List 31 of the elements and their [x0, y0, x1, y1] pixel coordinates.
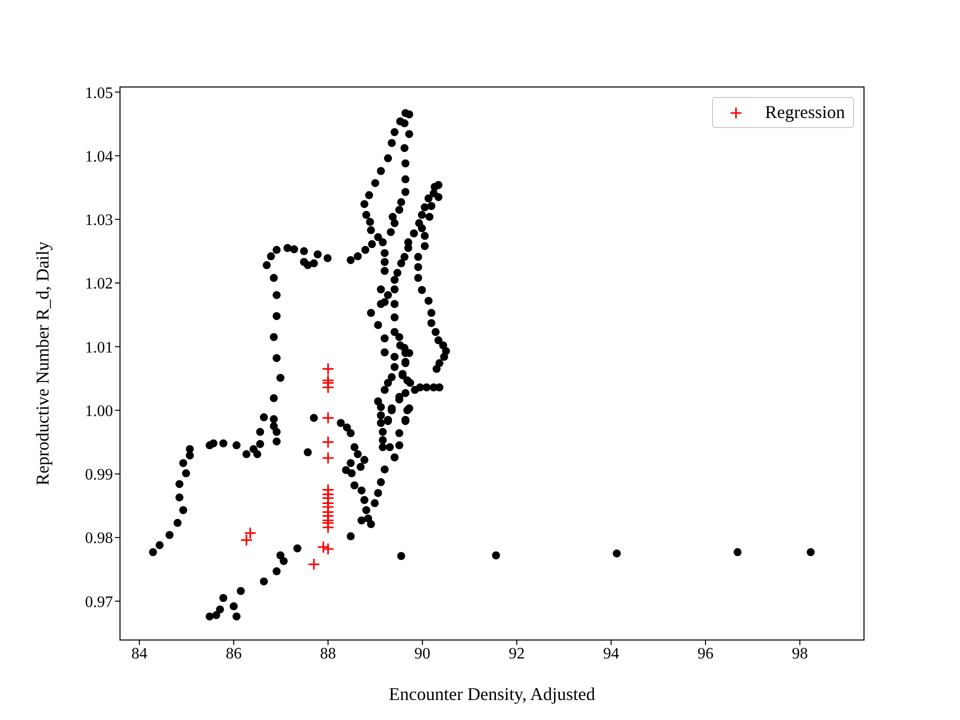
- point: [322, 381, 334, 394]
- y-tick-label: 1.03: [85, 212, 113, 230]
- point: [322, 521, 334, 534]
- y-tick-label: 0.97: [85, 594, 113, 611]
- x-tick-label: 90: [414, 645, 430, 662]
- point: [322, 542, 334, 556]
- y-tick-label: 1.02: [85, 276, 113, 293]
- point: [308, 558, 320, 571]
- x-tick-label: 94: [603, 645, 620, 662]
- x-tick-label: 92: [508, 645, 525, 662]
- legend-label: Regression: [765, 102, 845, 123]
- point: [240, 534, 253, 546]
- point: [317, 540, 330, 554]
- y-tick-label: 1.05: [85, 84, 113, 102]
- point: [322, 362, 334, 376]
- x-tick-label: 86: [226, 645, 242, 662]
- x-tick-label: 98: [792, 645, 808, 662]
- x-tick-label: 96: [697, 645, 714, 662]
- y-tick-label: 1.04: [85, 148, 113, 166]
- y-tick-label: 1.00: [85, 402, 113, 420]
- x-axis-title: Encounter Density, Adjusted: [388, 684, 596, 704]
- y-tick-label: 1.01: [85, 339, 113, 356]
- y-tick-label: 0.99: [85, 466, 113, 484]
- point: [322, 436, 334, 448]
- point: [244, 526, 257, 540]
- y-tick-label: 0.98: [85, 530, 113, 548]
- point: [322, 412, 334, 424]
- x-tick-label: 88: [320, 645, 336, 662]
- point: [322, 452, 334, 464]
- y-axis-title: Reproductive Number R_d, Daily: [32, 242, 52, 486]
- x-tick-label: 84: [131, 645, 148, 662]
